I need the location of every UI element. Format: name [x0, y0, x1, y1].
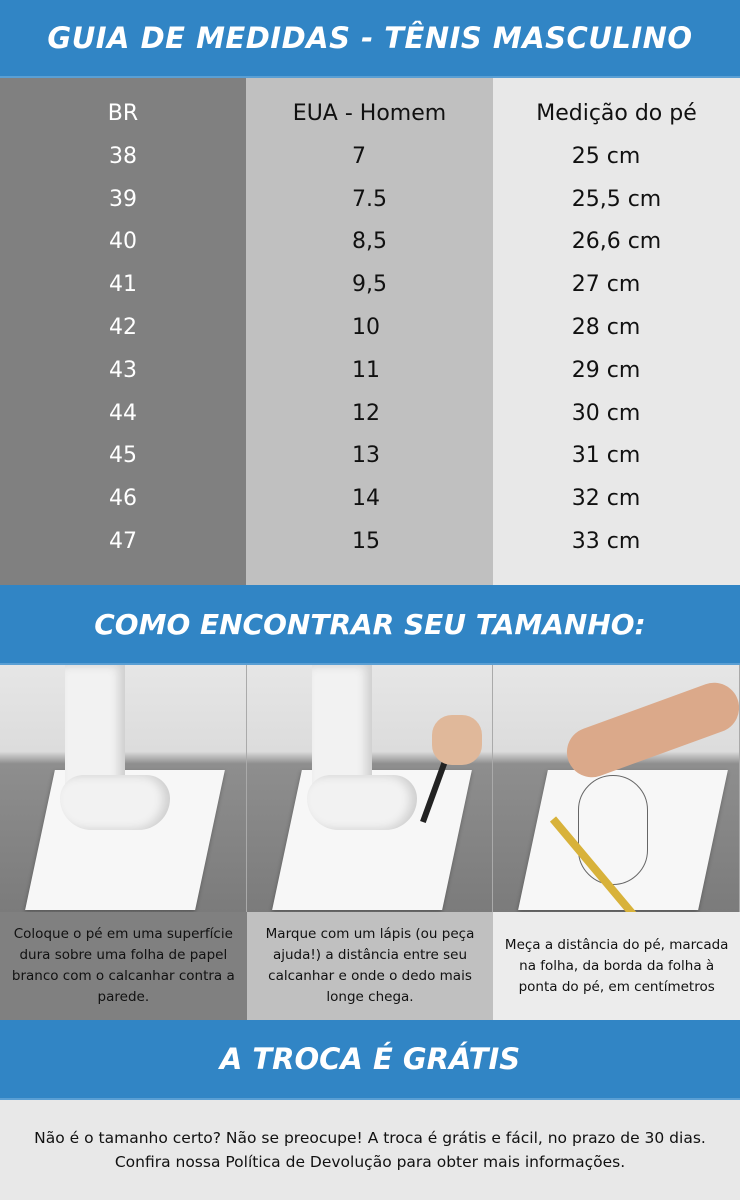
exchange-info-text: Não é o tamanho certo? Não se preocupe! … — [34, 1129, 706, 1171]
cell-cm: 25 cm — [571, 143, 641, 169]
cell-cm: 33 cm — [571, 528, 641, 554]
cell-us: 8,5 — [352, 229, 387, 255]
page-title: GUIA DE MEDIDAS - TÊNIS MASCULINO — [0, 0, 740, 78]
cell-us: 13 — [352, 443, 380, 469]
cell-us: 11 — [352, 357, 380, 383]
column-br: BR 38 39 40 41 42 43 44 45 46 47 — [0, 78, 246, 585]
header-br: BR — [107, 101, 139, 126]
cell-us: 9,5 — [352, 272, 387, 298]
cell-br: 40 — [109, 229, 137, 255]
cell-us: 7 — [352, 143, 366, 169]
step-3: Meça a distância do pé, marcada na folha… — [493, 912, 740, 1020]
cell-br: 38 — [109, 143, 137, 169]
cell-cm: 28 cm — [571, 314, 641, 340]
cell-br: 42 — [109, 314, 137, 340]
cell-cm: 27 cm — [571, 272, 641, 298]
cell-br: 41 — [109, 272, 137, 298]
cell-br: 39 — [109, 186, 137, 212]
column-us: EUA - Homem 7 7.5 8,5 9,5 10 11 12 13 14 15 — [246, 78, 493, 585]
instruction-photos — [0, 665, 740, 912]
cell-us: 7.5 — [352, 186, 387, 212]
cell-cm: 30 cm — [571, 400, 641, 426]
column-cm: Medição do pé 25 cm 25,5 cm 26,6 cm 27 cm 28… — [493, 78, 740, 585]
photo-marking-pencil — [246, 665, 494, 912]
cell-br: 43 — [109, 357, 137, 383]
cell-br: 44 — [109, 400, 137, 426]
photo-measuring-tape — [493, 665, 740, 912]
cell-br: 47 — [109, 528, 137, 554]
how-to-title: COMO ENCONTRAR SEU TAMANHO: — [0, 585, 740, 665]
cell-cm: 26,6 cm — [571, 229, 662, 255]
cell-br: 46 — [109, 486, 137, 512]
step-2: Marque com um lápis (ou peça ajuda!) a d… — [246, 912, 494, 1020]
header-us: EUA - Homem — [292, 101, 447, 126]
free-exchange-title: A TROCA É GRÁTIS — [0, 1020, 740, 1100]
cell-cm: 29 cm — [571, 357, 641, 383]
cell-cm: 25,5 cm — [571, 186, 662, 212]
cell-cm: 32 cm — [571, 486, 641, 512]
size-table: BR 38 39 40 41 42 43 44 45 46 47 EUA - Homem 7 7.5… — [0, 78, 740, 585]
cell-us: 10 — [352, 314, 380, 340]
header-cm: Medição do pé — [536, 101, 697, 126]
photo-foot-on-paper — [0, 665, 247, 912]
step-1: Coloque o pé em uma superfície dura sobr… — [0, 912, 247, 1020]
cell-us: 12 — [352, 400, 380, 426]
cell-br: 45 — [109, 443, 137, 469]
cell-cm: 31 cm — [571, 443, 641, 469]
instruction-steps: Coloque o pé em uma superfície dura sobr… — [0, 912, 740, 1020]
cell-us: 14 — [352, 486, 380, 512]
cell-us: 15 — [352, 528, 380, 554]
